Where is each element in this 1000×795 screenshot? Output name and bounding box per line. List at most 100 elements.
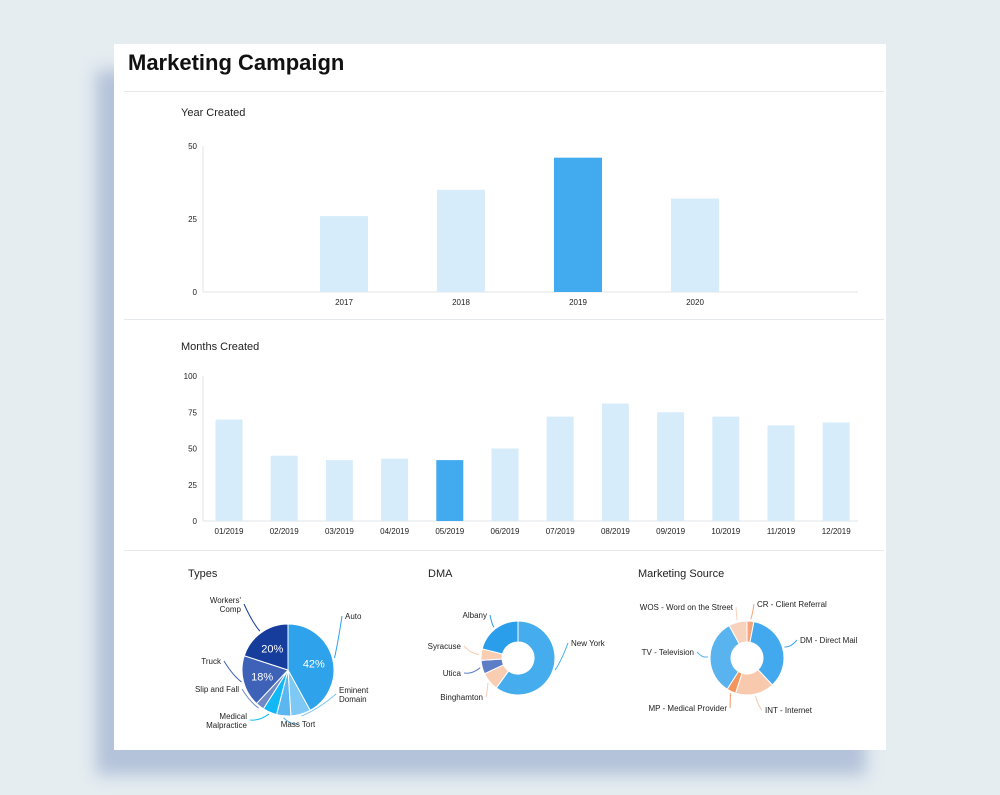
slice-dm-direct-mail: [749, 621, 785, 686]
leader-line: [301, 693, 337, 717]
leader-line: [784, 639, 798, 648]
x-tick-label: 12/2019: [822, 527, 851, 536]
divider: [124, 91, 884, 92]
slice-label: Comp: [220, 605, 242, 614]
bar-11/2019: [767, 425, 795, 521]
bar-10/2019: [712, 416, 740, 521]
slice-label: WOS - Word on the Street: [640, 603, 734, 612]
x-tick-label: 04/2019: [380, 527, 409, 536]
x-tick-label: 10/2019: [711, 527, 740, 536]
y-tick-label: 0: [193, 288, 198, 297]
slice-label: Syracuse: [428, 642, 462, 651]
slice-label: Binghamton: [440, 693, 483, 702]
slice-label: Slip and Fall: [195, 685, 239, 694]
bar-2019: [554, 157, 602, 292]
slice-label: Auto: [345, 612, 362, 621]
slice-truck: [241, 655, 289, 705]
leader-line: [249, 713, 270, 721]
slice-label: New York: [571, 639, 606, 648]
year-chart-title: Year Created: [181, 107, 246, 119]
slice-label: Mass Tort: [281, 720, 316, 729]
slice-label: Eminent: [339, 686, 369, 695]
leader-line: [463, 645, 480, 655]
bar-03/2019: [325, 460, 353, 521]
y-tick-label: 25: [188, 481, 197, 490]
y-tick-label: 75: [188, 408, 197, 417]
bar-01/2019: [215, 419, 243, 521]
slice-label: Workers': [210, 596, 242, 605]
slice-label: Medical: [219, 712, 247, 721]
y-tick-label: 50: [188, 142, 197, 151]
x-tick-label: 07/2019: [546, 527, 575, 536]
slice-label: INT - Internet: [765, 706, 813, 715]
x-tick-label: 01/2019: [215, 527, 244, 536]
x-tick-label: 11/2019: [767, 527, 796, 536]
leader-line: [554, 642, 569, 671]
slice-wos-word-on-the-street: [728, 620, 748, 645]
slice-auto: [287, 623, 335, 711]
slice-percent-label: 42%: [303, 658, 325, 670]
leader-line: [241, 688, 259, 709]
bar-07/2019: [546, 416, 574, 521]
slice-label: Domain: [339, 695, 367, 704]
slice-percent-label: 18%: [251, 672, 273, 684]
x-tick-label: 2018: [452, 298, 470, 307]
leader-line: [696, 651, 709, 658]
x-tick-label: 2019: [569, 298, 587, 307]
dma-chart-title: DMA: [428, 568, 453, 580]
slice-label: Truck: [201, 657, 222, 666]
slice-label: Utica: [443, 669, 462, 678]
slice-label: Albany: [463, 611, 487, 620]
slice-label: DM - Direct Mail: [800, 636, 858, 645]
leader-line: [735, 606, 738, 621]
x-tick-label: 2020: [686, 298, 704, 307]
bar-2020: [671, 198, 719, 292]
bar-2017: [320, 216, 368, 292]
y-tick-label: 100: [184, 372, 198, 381]
divider: [124, 319, 884, 320]
slice-workers-comp: [243, 623, 289, 671]
leader-line: [283, 717, 299, 725]
source-chart-title: Marketing Source: [638, 568, 725, 580]
x-tick-label: 08/2019: [601, 527, 630, 536]
y-tick-label: 0: [193, 517, 198, 526]
bar-2018: [437, 189, 485, 292]
leader-line: [750, 603, 755, 620]
types-chart-title: Types: [188, 568, 218, 580]
slice-percent-label: 20%: [261, 643, 283, 655]
leader-line: [463, 667, 481, 674]
slice-label: TV - Television: [642, 648, 694, 657]
bar-04/2019: [381, 458, 409, 521]
divider: [124, 550, 884, 551]
bar-02/2019: [270, 455, 298, 521]
dashboard-card: Marketing Campaign Year Created Months C…: [114, 44, 886, 750]
bar-12/2019: [822, 422, 850, 521]
x-tick-label: 03/2019: [325, 527, 354, 536]
x-tick-label: 09/2019: [656, 527, 685, 536]
leader-line: [243, 603, 261, 632]
y-tick-label: 25: [188, 215, 197, 224]
leader-line: [223, 660, 242, 683]
slice-tv-television: [709, 624, 740, 690]
slice-albany: [481, 620, 519, 655]
bar-08/2019: [601, 403, 629, 521]
page-title: Marketing Campaign: [128, 50, 345, 75]
x-tick-label: 06/2019: [491, 527, 520, 536]
x-tick-label: 05/2019: [435, 527, 464, 536]
x-tick-label: 2017: [335, 298, 353, 307]
x-tick-label: 02/2019: [270, 527, 299, 536]
leader-line: [334, 615, 343, 659]
months-chart-title: Months Created: [181, 341, 260, 353]
charts-canvas: 0 25 50 2017 2018 2019 2020 0 25 50 75 100 01/2019 02…: [184, 142, 858, 730]
bar-09/2019: [657, 412, 685, 521]
leader-line: [489, 614, 495, 628]
y-tick-label: 50: [188, 445, 197, 454]
leader-line: [755, 695, 763, 711]
leader-line: [485, 682, 489, 698]
bar-05/2019: [436, 460, 464, 521]
slice-label: Malpractice: [206, 721, 247, 730]
slice-new-york: [495, 620, 556, 696]
bar-06/2019: [491, 448, 519, 521]
slice-label: MP - Medical Provider: [648, 704, 727, 713]
slice-label: CR - Client Referral: [757, 600, 827, 609]
